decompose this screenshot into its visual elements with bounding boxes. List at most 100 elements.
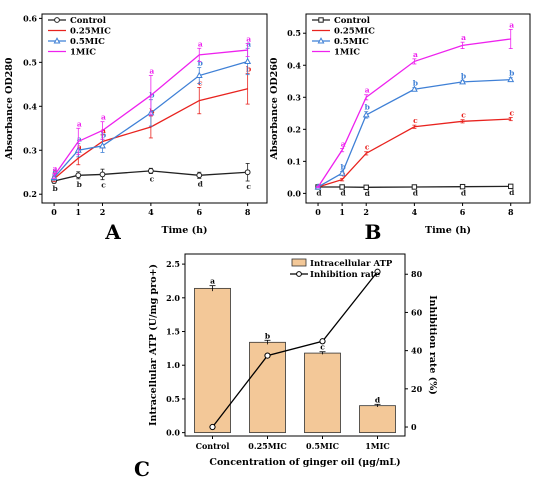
inhibition-rate-point: [264, 352, 271, 359]
legend-entry: 0.25MIC: [334, 27, 375, 37]
data-point: [508, 183, 514, 190]
y-tick-label: 0.5: [287, 28, 301, 38]
series-line: [53, 60, 248, 178]
y-tick-label: 0.3: [287, 92, 301, 102]
y-tick-label: 2.5: [166, 259, 180, 269]
legend-marker: [318, 17, 324, 23]
x-axis-title: Time (h): [425, 225, 471, 236]
y-tick-label: 0.3: [23, 145, 37, 155]
significance-label: a: [198, 39, 203, 48]
panel-c-chart: a Control b 0.25MIC c 0.5MIC d 1MIC 0.0 0.5 1.0 1.5…: [134, 253, 438, 481]
data-point: [195, 71, 203, 79]
series-line: [318, 185, 511, 188]
data-point: [363, 184, 369, 191]
y-tick-label: 0.4: [23, 101, 37, 111]
significance-label: d: [316, 189, 322, 198]
data-point: [99, 142, 106, 149]
legend-entry: 0.5MIC: [70, 37, 105, 47]
y2-tick-label: 80: [411, 269, 423, 279]
significance-label: a: [101, 113, 106, 122]
x-tick-label: 4: [148, 207, 154, 217]
y2-tick-label: 40: [411, 346, 423, 356]
y-tick-label: 0.6: [23, 13, 37, 23]
atp-bar: [249, 341, 286, 434]
x-axis-title: Time (h): [162, 225, 208, 236]
inhibition-rate-line: [211, 271, 379, 428]
significance-label: b: [246, 64, 251, 73]
significance-label: a: [77, 119, 82, 128]
atp-bar: [194, 287, 231, 434]
significance-label: b: [413, 79, 418, 88]
significance-label: d: [341, 189, 347, 198]
data-point: [411, 184, 418, 190]
legend-swatch: [291, 258, 307, 267]
data-point: [244, 169, 251, 176]
y2-tick-label: 20: [411, 384, 423, 394]
series-line: [317, 79, 511, 188]
x-tick-label: 2: [100, 207, 106, 217]
significance-label: a: [53, 166, 58, 175]
significance-label: c: [320, 343, 325, 352]
plot-frame: [305, 13, 531, 204]
legend-entry: 0.25MIC: [70, 27, 111, 37]
x-tick-label: 6: [460, 207, 466, 217]
significance-label: a: [341, 140, 346, 149]
significance-label: b: [265, 331, 270, 340]
significance-label: c: [461, 111, 466, 120]
x-tick-label: 0.25MIC: [248, 441, 286, 451]
significance-label: c: [101, 181, 106, 190]
significance-label: c: [509, 108, 514, 117]
legend-entry: 0.5MIC: [334, 37, 369, 47]
x-tick-label: 8: [508, 207, 514, 217]
y-tick-label: 0.0: [287, 188, 301, 198]
x-tick-label: 0: [315, 207, 321, 217]
data-point: [147, 168, 154, 174]
significance-label: a: [149, 67, 154, 76]
significance-label: a: [77, 135, 82, 144]
significance-label: d: [461, 188, 467, 197]
significance-label: b: [52, 184, 57, 193]
x-tick-label: 6: [196, 207, 202, 217]
inhibition-rate-point: [374, 268, 381, 275]
significance-label: b: [77, 180, 82, 189]
y2-tick-label: 0: [411, 422, 417, 432]
series-line: [317, 118, 511, 188]
panel-b-chart: 0 1 2 4 6 8 0.0 0.1 0.2 0.3 0.4 0.5 Time (h) Absorban…: [269, 13, 531, 244]
inhibition-rate-point: [209, 423, 216, 431]
legend-entry: Control: [70, 16, 107, 26]
x-tick-label: 2: [363, 207, 369, 217]
data-point: [459, 183, 466, 190]
atp-bar: [359, 405, 396, 434]
data-point: [99, 171, 106, 178]
y-tick-label: 1.5: [166, 327, 180, 337]
significance-label: d: [198, 179, 204, 188]
significance-label: c: [365, 143, 370, 152]
significance-label: d: [375, 395, 381, 404]
legend-marker: [53, 37, 61, 44]
x-tick-label: Control: [196, 441, 230, 451]
significance-label: b: [101, 130, 106, 139]
significance-label: b: [365, 103, 370, 112]
significance-label: c: [150, 175, 155, 184]
y-axis-title: Absorbance OD260: [269, 57, 280, 160]
legend-entry: Inhibition rate: [310, 270, 381, 280]
significance-label: b: [198, 59, 203, 68]
y-tick-label: 2.0: [166, 293, 180, 303]
panel-label: B: [365, 220, 382, 244]
significance-label: b: [461, 71, 466, 80]
significance-label: c: [413, 116, 418, 125]
significance-label: a: [210, 277, 215, 286]
y-tick-label: 0.4: [287, 60, 301, 70]
significance-label: d: [413, 189, 419, 198]
significance-label: a: [77, 143, 82, 152]
data-point: [196, 172, 203, 179]
significance-label: c: [198, 78, 203, 87]
x-tick-label: 1: [76, 207, 82, 217]
legend-entry: 1MIC: [334, 48, 360, 58]
data-point: [362, 111, 370, 118]
atp-bar: [304, 352, 341, 434]
series-line: [53, 170, 248, 182]
legend-marker: [317, 37, 325, 44]
x-tick-label: 4: [412, 207, 418, 217]
y2-tick-label: 60: [411, 307, 423, 317]
